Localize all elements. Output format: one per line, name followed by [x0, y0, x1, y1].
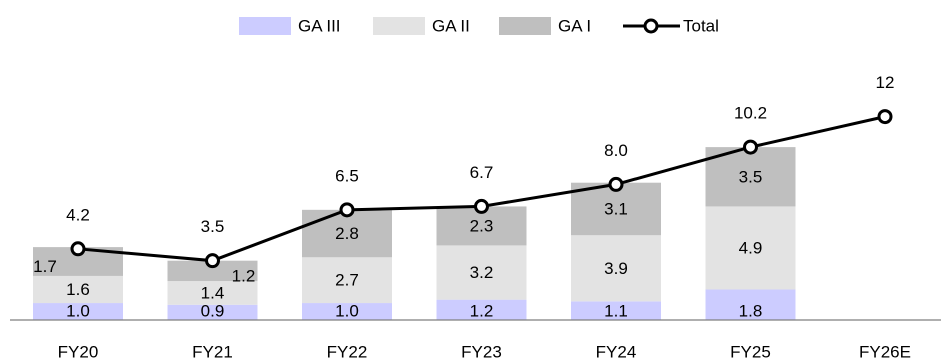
bar-segment-ga-i — [167, 260, 258, 282]
x-tick-label: FY23 — [461, 343, 502, 360]
bar-segment-ga-i — [302, 209, 392, 258]
total-value-label: 3.5 — [201, 217, 225, 236]
bar-segment-ga-ii — [33, 275, 123, 304]
bar-segment-ga-ii — [705, 206, 796, 290]
bar-segment-ga-ii — [167, 281, 258, 305]
legend-swatch — [499, 17, 551, 35]
bar-value-label: 1.7 — [33, 257, 57, 276]
bar-value-label: 4.9 — [739, 238, 763, 257]
bar-value-label: 2.7 — [335, 271, 359, 290]
bar-value-label: 3.9 — [604, 259, 628, 278]
legend-label: GA I — [558, 17, 591, 36]
legend-label: GA II — [432, 17, 470, 36]
bar-value-label: 3.1 — [604, 199, 628, 218]
bar-value-label: 2.3 — [470, 216, 494, 235]
bar-segment-ga-iii — [436, 299, 527, 320]
legend-line-marker — [643, 18, 659, 34]
x-tick-label: FY24 — [596, 343, 637, 360]
legend-swatch — [239, 17, 291, 35]
bar-value-label: 2.8 — [335, 224, 359, 243]
bar-value-label: 1.1 — [604, 302, 628, 321]
total-point — [339, 202, 355, 218]
bar-segment-ga-i — [705, 147, 796, 207]
total-value-label: 8.0 — [604, 141, 628, 160]
x-tick-label: FY22 — [327, 343, 368, 360]
bar-value-label: 1.8 — [739, 302, 763, 321]
bar-value-label: 0.9 — [201, 302, 225, 321]
bar-value-label: 1.0 — [66, 302, 90, 321]
x-tick-label: FY20 — [58, 343, 99, 360]
total-value-label: 6.5 — [335, 166, 359, 185]
total-value-label: 4.2 — [66, 205, 90, 224]
total-point — [608, 176, 624, 192]
bar-value-label: 1.2 — [232, 266, 256, 285]
total-point — [70, 241, 86, 257]
bar-segment-ga-iii — [302, 303, 392, 320]
total-value-label: 12 — [876, 73, 895, 92]
total-point — [205, 253, 220, 269]
bar-value-label: 1.4 — [201, 283, 225, 302]
bar-value-label: 1.2 — [470, 302, 494, 321]
bar-value-label: 3.5 — [739, 167, 763, 186]
bar-segment-ga-iii — [705, 289, 796, 320]
total-point — [474, 198, 489, 214]
legend-label: GA III — [298, 17, 341, 36]
x-tick-label: FY26E — [859, 343, 911, 360]
x-tick-label: FY25 — [730, 343, 771, 360]
total-point — [743, 139, 758, 155]
x-tick-label: FY21 — [192, 343, 233, 360]
bar-segment-ga-ii — [302, 257, 392, 304]
total-value-label: 10.2 — [734, 104, 767, 123]
legend-swatch — [373, 17, 425, 35]
total-point — [877, 109, 893, 125]
bar-segment-ga-ii — [571, 235, 661, 302]
bar-value-label: 1.0 — [335, 302, 359, 321]
legend-label: Total — [683, 17, 719, 36]
total-value-label: 6.7 — [470, 163, 494, 182]
bar-segment-ga-iii — [571, 301, 661, 320]
bar-value-label: 1.6 — [66, 280, 90, 299]
bar-segment-ga-ii — [436, 245, 527, 300]
bar-value-label: 3.2 — [470, 263, 494, 282]
bar-segment-ga-iii — [167, 304, 258, 320]
bar-segment-ga-iii — [33, 303, 123, 320]
